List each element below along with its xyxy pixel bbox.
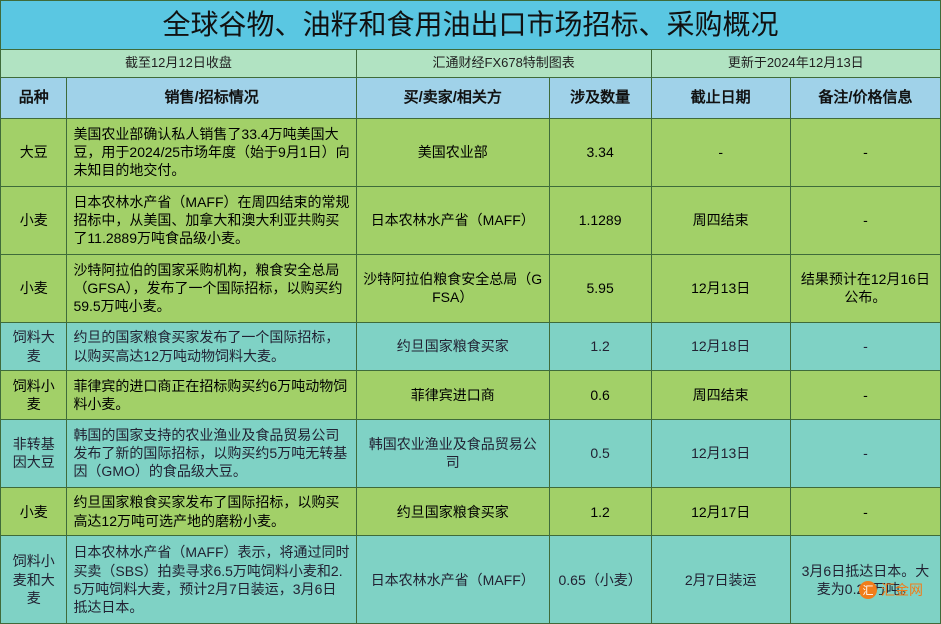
cell-deadline: 2月7日装运 — [651, 536, 790, 624]
cell-qty: 1.1289 — [549, 186, 651, 254]
table-row: 小麦沙特阿拉伯的国家采购机构，粮食安全总局（GFSA），发布了一个国际招标，以购… — [1, 254, 941, 322]
cell-situation: 约旦国家粮食买家发布了国际招标，以购买高达12万吨可选产地的磨粉小麦。 — [67, 487, 356, 536]
cell-deadline: 周四结束 — [651, 186, 790, 254]
table-row: 饲料大麦约旦的国家粮食买家发布了一个国际招标，以购买高达12万吨动物饲料大麦。约… — [1, 322, 941, 371]
meta-mid: 汇通财经FX678特制图表 — [356, 50, 651, 78]
hdr-deadline: 截止日期 — [651, 78, 790, 119]
hdr-party: 买/卖家/相关方 — [356, 78, 549, 119]
cell-qty: 0.5 — [549, 419, 651, 487]
cell-qty: 0.65（小麦） — [549, 536, 651, 624]
cell-notes: - — [790, 186, 940, 254]
cell-party: 日本农林水产省（MAFF） — [356, 186, 549, 254]
cell-variety: 小麦 — [1, 487, 67, 536]
cell-notes: 结果预计在12月16日公布。 — [790, 254, 940, 322]
cell-qty: 5.95 — [549, 254, 651, 322]
cell-party: 日本农林水产省（MAFF） — [356, 536, 549, 624]
table-row: 饲料小麦菲律宾的进口商正在招标购买约6万吨动物饲料小麦。菲律宾进口商0.6周四结… — [1, 371, 941, 420]
cell-situation: 菲律宾的进口商正在招标购买约6万吨动物饲料小麦。 — [67, 371, 356, 420]
hdr-situation: 销售/招标情况 — [67, 78, 356, 119]
cell-party: 约旦国家粮食买家 — [356, 322, 549, 371]
cell-party: 沙特阿拉伯粮食安全总局（GFSA） — [356, 254, 549, 322]
cell-deadline: 周四结束 — [651, 371, 790, 420]
cell-party: 韩国农业渔业及食品贸易公司 — [356, 419, 549, 487]
cell-notes: 3月6日抵达日本。大麦为0.25万吨。 — [790, 536, 940, 624]
cell-notes: - — [790, 118, 940, 186]
meta-right: 更新于2024年12月13日 — [651, 50, 940, 78]
cell-variety: 小麦 — [1, 186, 67, 254]
cell-deadline: 12月13日 — [651, 419, 790, 487]
cell-variety: 饲料小麦和大麦 — [1, 536, 67, 624]
cell-qty: 0.6 — [549, 371, 651, 420]
cell-variety: 非转基因大豆 — [1, 419, 67, 487]
table-row: 小麦日本农林水产省（MAFF）在周四结束的常规招标中，从美国、加拿大和澳大利亚共… — [1, 186, 941, 254]
cell-situation: 日本农林水产省（MAFF）表示，将通过同时买卖（SBS）拍卖寻求6.5万吨饲料小… — [67, 536, 356, 624]
table-row: 非转基因大豆韩国的国家支持的农业渔业及食品贸易公司发布了新的国际招标，以购买约5… — [1, 419, 941, 487]
cell-qty: 1.2 — [549, 487, 651, 536]
hdr-variety: 品种 — [1, 78, 67, 119]
cell-deadline: 12月18日 — [651, 322, 790, 371]
cell-situation: 约旦的国家粮食买家发布了一个国际招标，以购买高达12万吨动物饲料大麦。 — [67, 322, 356, 371]
cell-variety: 大豆 — [1, 118, 67, 186]
cell-deadline: 12月13日 — [651, 254, 790, 322]
cell-deadline: - — [651, 118, 790, 186]
meta-row: 截至12月12日收盘 汇通财经FX678特制图表 更新于2024年12月13日 — [1, 50, 941, 78]
cell-party: 菲律宾进口商 — [356, 371, 549, 420]
cell-qty: 1.2 — [549, 322, 651, 371]
cell-notes: - — [790, 487, 940, 536]
table-row: 饲料小麦和大麦日本农林水产省（MAFF）表示，将通过同时买卖（SBS）拍卖寻求6… — [1, 536, 941, 624]
cell-variety: 小麦 — [1, 254, 67, 322]
table-row: 大豆美国农业部确认私人销售了33.4万吨美国大豆，用于2024/25市场年度（始… — [1, 118, 941, 186]
cell-notes: - — [790, 419, 940, 487]
table-body: 大豆美国农业部确认私人销售了33.4万吨美国大豆，用于2024/25市场年度（始… — [1, 118, 941, 623]
cell-party: 美国农业部 — [356, 118, 549, 186]
cell-notes: - — [790, 322, 940, 371]
table-row: 小麦约旦国家粮食买家发布了国际招标，以购买高达12万吨可选产地的磨粉小麦。约旦国… — [1, 487, 941, 536]
cell-situation: 日本农林水产省（MAFF）在周四结束的常规招标中，从美国、加拿大和澳大利亚共购买… — [67, 186, 356, 254]
cell-party: 约旦国家粮食买家 — [356, 487, 549, 536]
cell-notes: - — [790, 371, 940, 420]
tender-table: 全球谷物、油籽和食用油出口市场招标、采购概况 截至12月12日收盘 汇通财经FX… — [0, 0, 941, 624]
title-row: 全球谷物、油籽和食用油出口市场招标、采购概况 — [1, 1, 941, 50]
table-title: 全球谷物、油籽和食用油出口市场招标、采购概况 — [1, 1, 941, 50]
cell-situation: 韩国的国家支持的农业渔业及食品贸易公司发布了新的国际招标，以购买约5万吨无转基因… — [67, 419, 356, 487]
cell-variety: 饲料小麦 — [1, 371, 67, 420]
table-container: 全球谷物、油籽和食用油出口市场招标、采购概况 截至12月12日收盘 汇通财经FX… — [0, 0, 941, 624]
cell-variety: 饲料大麦 — [1, 322, 67, 371]
meta-left: 截至12月12日收盘 — [1, 50, 357, 78]
cell-situation: 沙特阿拉伯的国家采购机构，粮食安全总局（GFSA），发布了一个国际招标，以购买约… — [67, 254, 356, 322]
header-row: 品种 销售/招标情况 买/卖家/相关方 涉及数量 截止日期 备注/价格信息 — [1, 78, 941, 119]
hdr-notes: 备注/价格信息 — [790, 78, 940, 119]
cell-situation: 美国农业部确认私人销售了33.4万吨美国大豆，用于2024/25市场年度（始于9… — [67, 118, 356, 186]
hdr-qty: 涉及数量 — [549, 78, 651, 119]
cell-deadline: 12月17日 — [651, 487, 790, 536]
cell-qty: 3.34 — [549, 118, 651, 186]
